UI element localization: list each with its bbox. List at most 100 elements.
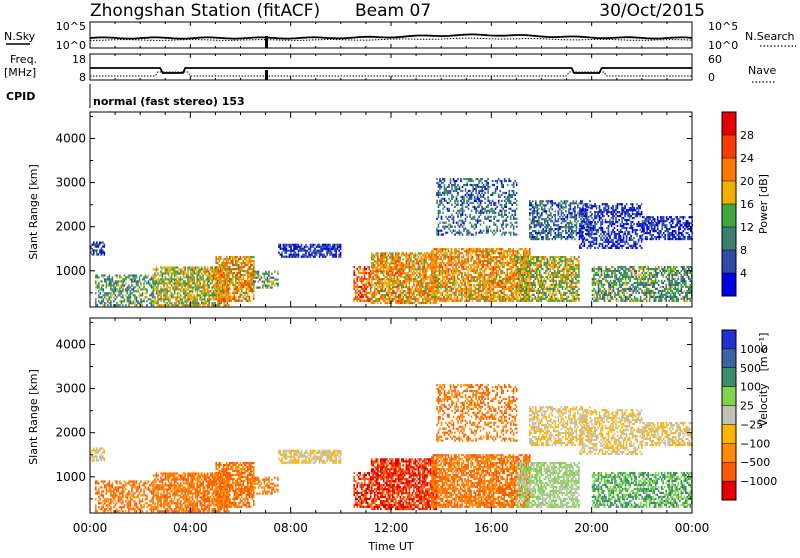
power-cell <box>356 288 358 290</box>
power-cell <box>208 302 210 304</box>
power-cell <box>451 256 453 258</box>
power-cell <box>215 292 217 294</box>
power-cell <box>187 300 189 302</box>
power-cell <box>527 256 529 258</box>
power-cell <box>502 224 504 226</box>
power-cell <box>107 294 109 296</box>
power-cell <box>462 226 464 228</box>
power-cell <box>177 284 179 286</box>
power-cell <box>217 298 219 300</box>
power-cell <box>460 286 462 288</box>
power-cell <box>458 300 460 302</box>
power-cell <box>434 262 436 264</box>
power-cell <box>199 286 201 288</box>
power-cell <box>107 304 109 306</box>
power-cell <box>502 208 504 210</box>
power-cell <box>459 230 461 232</box>
power-cell <box>496 300 498 302</box>
power-cell <box>508 264 510 266</box>
power-cell <box>223 260 225 262</box>
power-cell <box>502 270 504 272</box>
power-cell <box>524 280 526 282</box>
power-cell <box>493 256 495 258</box>
power-cell <box>479 282 481 284</box>
power-cell <box>524 264 526 266</box>
nave-tick-bottom: 0 <box>708 71 715 84</box>
power-cell <box>461 272 463 274</box>
power-cell <box>136 280 138 282</box>
power-cell <box>440 274 442 276</box>
power-cell <box>422 276 424 278</box>
power-cell <box>466 206 468 208</box>
nave-tick-top: 60 <box>708 53 722 66</box>
power-cell <box>512 252 514 254</box>
power-cell <box>160 270 162 272</box>
power-cell <box>119 300 121 302</box>
power-cell <box>521 300 523 302</box>
power-cell <box>505 274 507 276</box>
power-cell <box>201 296 203 298</box>
power-cell <box>403 298 405 300</box>
power-cell <box>436 296 438 298</box>
power-cell <box>223 298 225 300</box>
power-cell <box>153 282 155 284</box>
power-cell <box>240 288 242 290</box>
power-cell <box>527 258 529 260</box>
power-cell <box>104 253 106 255</box>
power-cell <box>199 294 201 296</box>
power-cell <box>447 194 449 196</box>
power-cell <box>156 278 158 280</box>
power-cell <box>394 276 396 278</box>
power-cell <box>422 270 424 272</box>
power-cell <box>190 268 192 270</box>
power-cell <box>174 286 176 288</box>
power-cell <box>484 270 486 272</box>
power-cell <box>481 268 483 270</box>
power-cell <box>523 300 525 302</box>
power-cell <box>395 292 397 294</box>
power-cell <box>174 302 176 304</box>
power-cell <box>514 222 516 224</box>
power-cell <box>286 244 288 246</box>
power-cell <box>265 279 267 281</box>
power-cell <box>374 282 376 284</box>
power-cell <box>446 254 448 256</box>
power-cell <box>391 298 393 300</box>
power-cell <box>377 276 379 278</box>
power-cell <box>238 260 240 262</box>
power-cell <box>226 276 228 278</box>
power-cell <box>469 292 471 294</box>
power-cell <box>397 264 399 266</box>
power-cell <box>439 222 441 224</box>
power-cell <box>98 253 100 255</box>
power-cell <box>481 250 483 252</box>
power-cell <box>92 253 94 255</box>
power-cell <box>478 278 480 280</box>
power-cell <box>511 288 513 290</box>
power-cell <box>201 272 203 274</box>
power-cell <box>110 292 112 294</box>
power-cell <box>103 288 105 290</box>
power-cell <box>174 266 176 268</box>
power-cell <box>436 194 438 196</box>
power-cell <box>163 304 165 306</box>
power-cell <box>419 282 421 284</box>
power-cell <box>491 272 493 274</box>
power-cell <box>127 288 129 290</box>
power-cell <box>180 296 182 298</box>
power-cell <box>496 286 498 288</box>
power-cell <box>234 292 236 294</box>
power-cell <box>454 188 456 190</box>
power-cell <box>98 276 100 278</box>
power-cell <box>505 180 507 182</box>
power-cell <box>116 276 118 278</box>
power-cell <box>119 294 121 296</box>
power-cell <box>217 282 219 284</box>
power-cell <box>505 288 507 290</box>
power-cell <box>224 264 226 266</box>
power-cell <box>175 300 177 302</box>
power-cell <box>480 210 482 212</box>
power-cell <box>403 270 405 272</box>
power-cell <box>470 296 472 298</box>
power-cell <box>449 294 451 296</box>
